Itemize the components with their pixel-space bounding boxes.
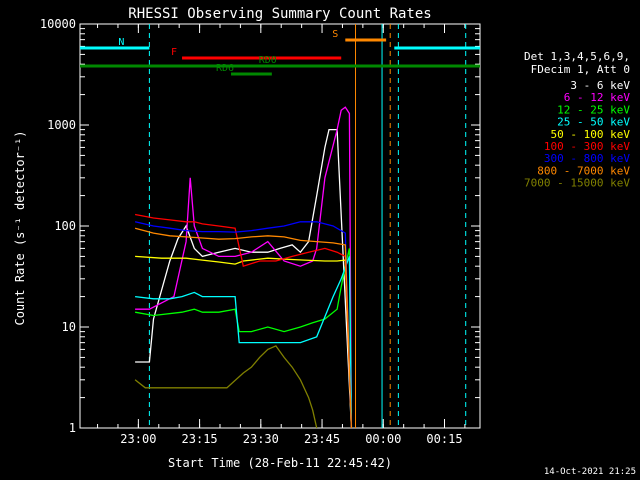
series-line-3 [135, 256, 353, 429]
legend-header: Det 1,3,4,5,6,9, [524, 50, 630, 63]
series-line-7 [134, 227, 353, 429]
series-line-8 [134, 345, 318, 429]
x-tick-label: 23:15 [182, 432, 218, 446]
x-tick-label: 00:00 [365, 432, 401, 446]
legend-entry: 300 - 800 keV [544, 152, 630, 165]
y-tick-label: 100 [54, 219, 76, 233]
legend-entry: 100 - 300 keV [544, 140, 630, 153]
chart-title: RHESSI Observing Summary Count Rates [128, 6, 431, 22]
x-tick-label: 23:30 [243, 432, 279, 446]
state-bar-label: F [171, 47, 177, 58]
series-line-2 [134, 248, 353, 429]
legend-entry: 3 - 6 keV [570, 79, 630, 92]
series-line-4 [135, 255, 353, 429]
legend-header: FDecim 1, Att 0 [531, 63, 630, 76]
series-line-0 [135, 128, 353, 429]
series-line-1 [135, 106, 353, 429]
legend-entry: 12 - 25 keV [557, 103, 630, 116]
state-bar-label: N [118, 37, 124, 48]
x-tick-label: 23:00 [120, 432, 156, 446]
x-tick-label: 23:45 [304, 432, 340, 446]
x-tick-label: 00:15 [426, 432, 462, 446]
y-tick-label: 1 [69, 421, 76, 435]
state-bar-label: RD0 [259, 55, 277, 66]
legend-entry: 800 - 7000 keV [537, 164, 630, 177]
legend: Det 1,3,4,5,6,9,FDecim 1, Att 0 3 - 6 keV… [524, 50, 630, 190]
y-tick-label: 1000 [47, 118, 76, 132]
state-bar-label: S [332, 29, 338, 40]
y-axis-label: Count Rate (s⁻¹ detector⁻¹) [13, 130, 27, 325]
series-line-6 [134, 221, 353, 429]
state-bar-label: RD6 [216, 63, 234, 74]
legend-entry: 6 - 12 keV [564, 91, 631, 104]
y-tick-label: 10000 [40, 17, 76, 31]
legend-entry: 25 - 50 keV [557, 116, 630, 129]
plot-area: 1 10 100 1000 10000 23:00 23:15 23:30 23:45 00:00… [40, 17, 481, 446]
x-axis-label: Start Time (28-Feb-11 22:45:42) [168, 456, 392, 470]
legend-entry: 50 - 100 keV [551, 128, 631, 141]
y-tick-label: 10 [62, 320, 76, 334]
footer-timestamp: 14-Oct-2021 21:25 [544, 467, 636, 477]
legend-entry: 7000 - 15000 keV [524, 177, 630, 190]
series-line-5 [134, 213, 353, 429]
